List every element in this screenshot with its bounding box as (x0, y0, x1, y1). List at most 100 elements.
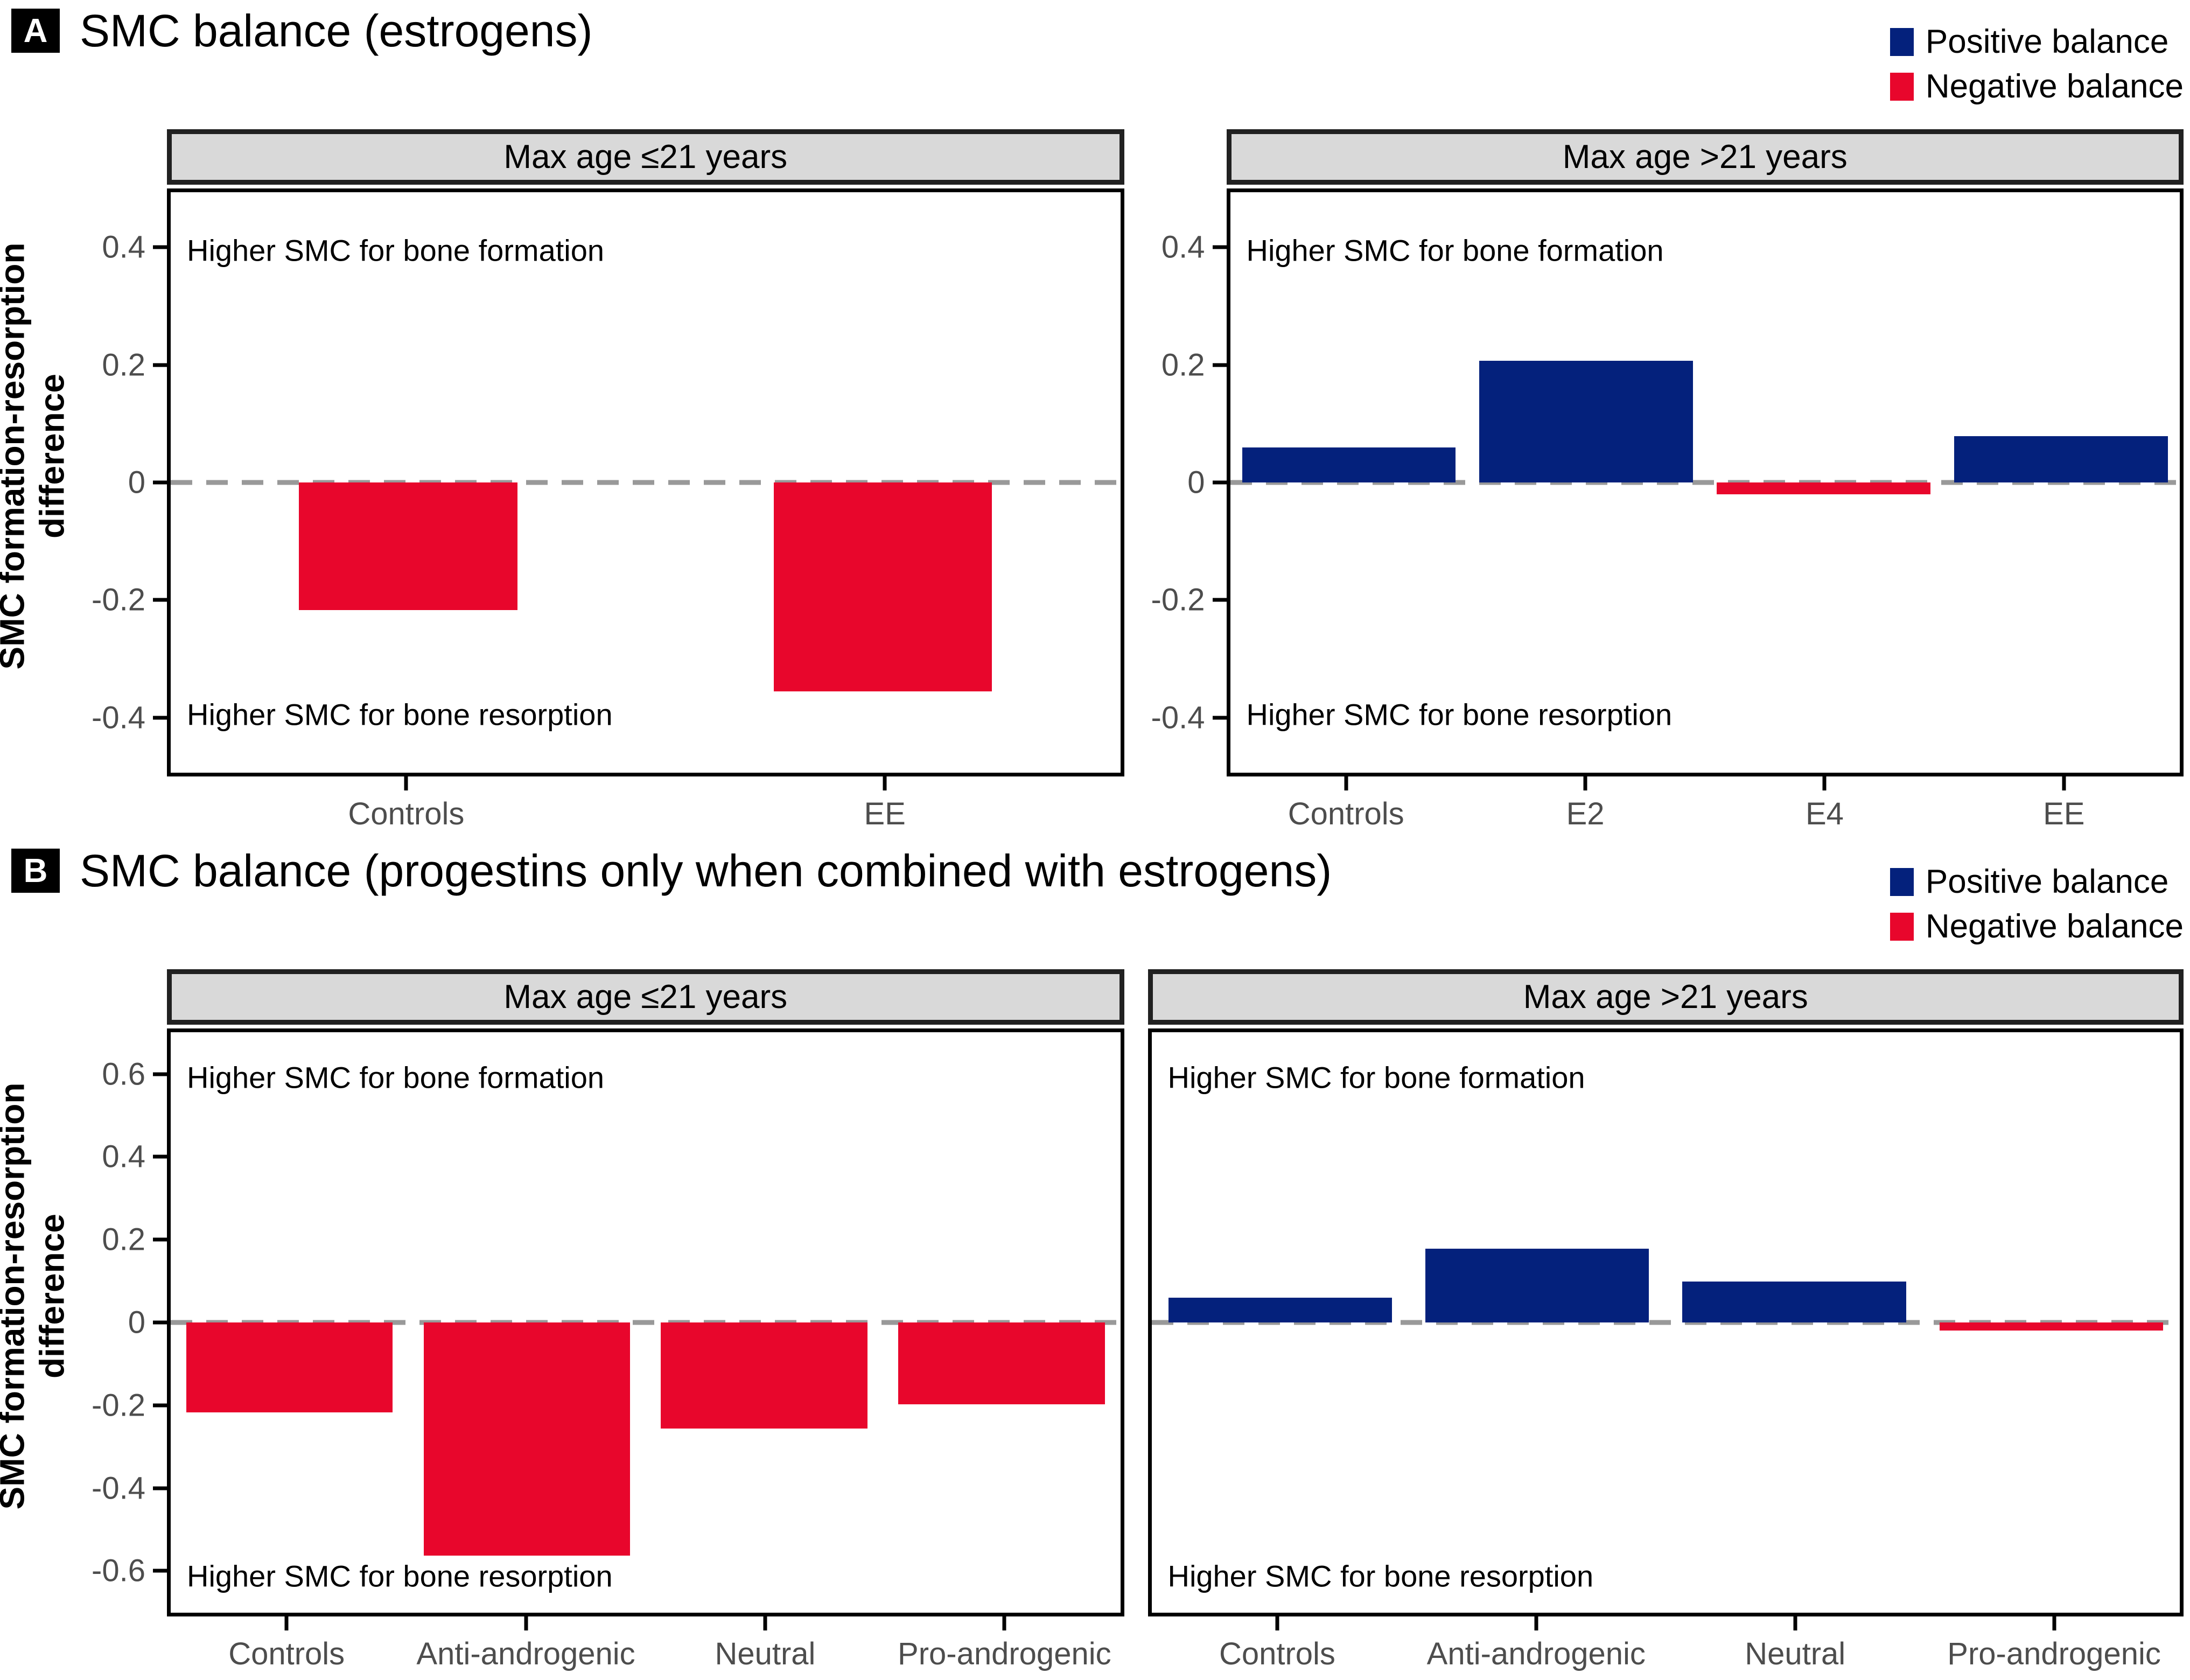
x-tick-label: Anti-androgenic (416, 1636, 635, 1671)
y-axis-gutter (1124, 1028, 1148, 1616)
y-tick-label: 0 (128, 465, 145, 500)
negative-balance-swatch (1890, 72, 1914, 101)
annotation-bone-formation: Higher SMC for bone formation (1246, 233, 1664, 268)
x-tick-mark (1583, 776, 1587, 790)
charts-row: SMC formation-resorption difference Max … (0, 129, 2184, 840)
x-tick-label: Neutral (715, 1636, 816, 1671)
x-tick-label: Anti-androgenic (1426, 1636, 1646, 1671)
y-tick-label: -0.4 (92, 1471, 145, 1506)
y-tick-label: 0 (128, 1305, 145, 1340)
facet-chart: Max age >21 years Higher SMC for bone fo… (1124, 969, 2184, 1680)
bar-pro-androgenic (898, 1322, 1105, 1404)
y-tick-label: 0.6 (102, 1056, 145, 1092)
y-axis-label-column: SMC formation-resorption difference (0, 969, 71, 1680)
facet-strip-header: Max age ≤21 years (167, 129, 1124, 185)
x-tick-label: Neutral (1745, 1636, 1846, 1671)
y-tick-label: 0 (1187, 465, 1205, 500)
x-tick-label: EE (864, 796, 906, 831)
y-tick-mark (153, 1072, 167, 1076)
negative-balance-swatch (1890, 912, 1914, 941)
panel-section-B: B SMC balance (progestins only when comb… (0, 840, 2190, 1680)
x-tick-label: Controls (1288, 796, 1404, 831)
y-tick-label: -0.4 (1151, 700, 1205, 736)
y-tick-mark (153, 1403, 167, 1408)
legend-item-label: Positive balance (1925, 23, 2169, 60)
y-tick-label: -0.2 (92, 1388, 145, 1423)
facet-strip-header: Max age >21 years (1226, 129, 2184, 185)
panel-header: A SMC balance (estrogens) Positive balan… (0, 0, 2190, 129)
xaxis-gutter-spacer (1124, 1616, 1148, 1680)
y-tick-label: 0.2 (102, 1222, 145, 1257)
x-tick-mark (2052, 1616, 2056, 1630)
bar-anti-androgenic (423, 1322, 631, 1556)
panel-letter-badge: A (11, 9, 60, 53)
annotation-bone-formation: Higher SMC for bone formation (1167, 1060, 1585, 1094)
facet-strip-row: Max age >21 years (1124, 969, 2184, 1028)
bar-neutral (661, 1322, 867, 1429)
charts-row: SMC formation-resorption difference Max … (0, 969, 2184, 1680)
facet-plot-row: 0.6 0.4 0.2 0 -0.2 -0.4 -0.6 Higher SMC for bo… (65, 1028, 1124, 1616)
y-tick-label: 0.4 (1161, 229, 1205, 265)
panel-title: SMC balance (estrogens) (80, 5, 593, 56)
plot-area: Higher SMC for bone formation Higher SMC… (167, 188, 1124, 776)
facet-chart: Max age ≤21 years 0.4 0.2 0 -0.2 -0.4 Higher… (65, 129, 1124, 840)
strip-gutter-spacer (1124, 129, 1227, 188)
strip-gutter-spacer (65, 129, 167, 188)
y-tick-label: -0.4 (92, 700, 145, 736)
facet-strip-label: Max age ≤21 years (503, 138, 788, 176)
x-tick-label: E4 (1805, 796, 1844, 831)
y-tick-mark (153, 598, 167, 602)
x-axis: Controls Anti-androgenic Neutral Pro-androg… (167, 1616, 1124, 1680)
x-tick-mark (1534, 1616, 1538, 1630)
x-tick-label: EE (2043, 796, 2085, 831)
legend-item: Negative balance (1890, 67, 2184, 106)
strip-gutter-spacer (1124, 969, 1148, 1028)
x-axis: Controls Anti-androgenic Neutral Pro-androg… (1148, 1616, 2184, 1680)
y-tick-label: -0.2 (92, 582, 145, 618)
panel-section-A: A SMC balance (estrogens) Positive balan… (0, 0, 2190, 840)
y-tick-mark (1212, 363, 1227, 367)
xaxis-gutter-spacer (65, 776, 167, 840)
facet-chart: Max age ≤21 years 0.6 0.4 0.2 0 -0.2 -0.4 -0.6… (65, 969, 1124, 1680)
xaxis-gutter-spacer (65, 1616, 167, 1680)
facet-strip-header: Max age >21 years (1148, 969, 2184, 1025)
panel-title: SMC balance (progestins only when combin… (80, 845, 1332, 896)
y-tick-label: -0.2 (1151, 582, 1205, 618)
x-tick-mark (284, 1616, 289, 1630)
facet-strip-row: Max age >21 years (1124, 129, 2184, 188)
x-tick-label: Controls (1219, 1636, 1335, 1671)
strip-gutter-spacer (65, 969, 167, 1028)
positive-balance-swatch (1890, 27, 1914, 56)
y-tick-mark (153, 1569, 167, 1573)
legend-item-label: Negative balance (1925, 908, 2184, 945)
bar-controls (186, 1322, 393, 1412)
panel-letter-badge: B (11, 849, 60, 893)
bar-e4 (1717, 482, 1931, 494)
legend-item-label: Negative balance (1925, 68, 2184, 105)
annotation-bone-formation: Higher SMC for bone formation (187, 1060, 605, 1094)
plot-area: Higher SMC for bone formation Higher SMC… (1226, 188, 2184, 776)
panel-header: B SMC balance (progestins only when comb… (0, 840, 2190, 969)
y-tick-label: 0.2 (1161, 347, 1205, 383)
x-tick-mark (404, 776, 408, 790)
annotation-bone-resorption: Higher SMC for bone resorption (187, 1559, 613, 1593)
y-tick-label: -0.6 (92, 1553, 145, 1588)
bar-ee (773, 482, 992, 692)
plot-area: Higher SMC for bone formation Higher SMC… (167, 1028, 1124, 1616)
bar-anti-androgenic (1425, 1249, 1649, 1322)
y-axis-label-line1: SMC formation-resorption (0, 1082, 32, 1510)
y-tick-mark (153, 1320, 167, 1325)
x-tick-mark (1344, 776, 1348, 790)
y-tick-mark (1212, 716, 1227, 720)
x-tick-mark (524, 1616, 528, 1630)
facet-strip-label: Max age ≤21 years (503, 978, 788, 1016)
x-axis: Controls E2 E4 EE (1227, 776, 2184, 840)
y-axis-gutter: 0.4 0.2 0 -0.2 -0.4 (65, 188, 167, 776)
legend: Positive balance Negative balance (1890, 863, 2184, 946)
y-tick-label: 0.4 (102, 229, 145, 265)
y-tick-mark (153, 716, 167, 720)
bar-controls (299, 482, 517, 611)
legend-item: Negative balance (1890, 907, 2184, 946)
y-tick-mark (153, 1154, 167, 1159)
